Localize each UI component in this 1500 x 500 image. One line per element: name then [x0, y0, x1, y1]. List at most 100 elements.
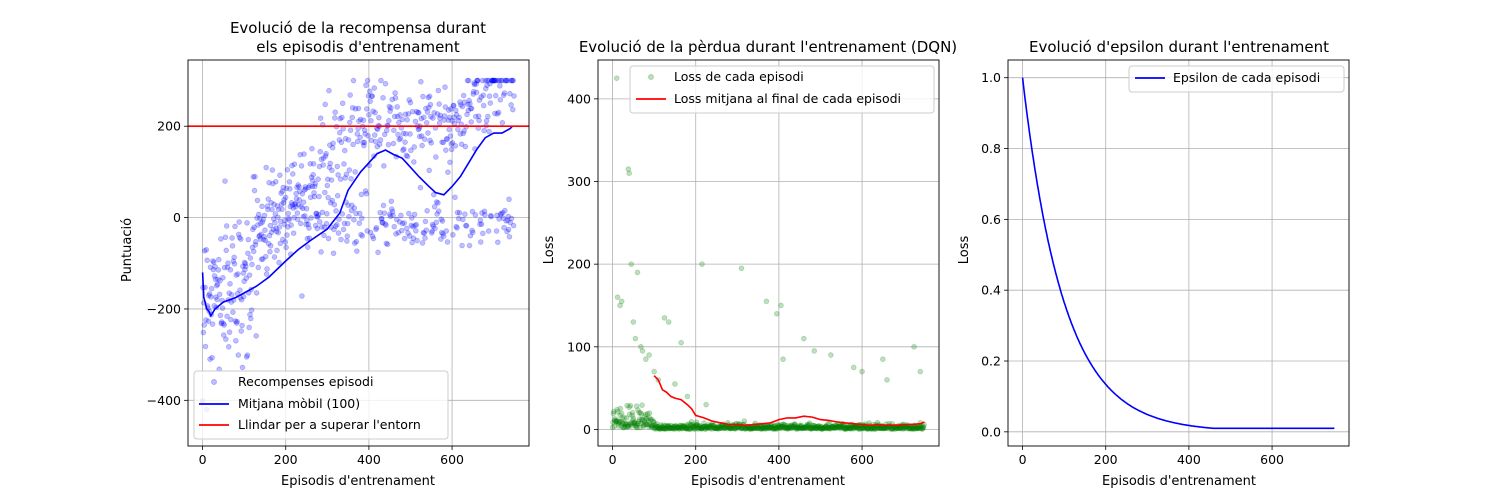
loss-scatter-point: [716, 424, 722, 431]
loss-scatter-point: [612, 418, 619, 425]
loss-x-tick-label: 400: [767, 452, 791, 467]
loss-scatter-point: [837, 423, 843, 430]
reward-scatter-point: [504, 217, 511, 224]
loss-scatter-point: [818, 423, 825, 430]
reward-scatter-point: [510, 222, 517, 229]
loss-scatter-point: [742, 426, 749, 432]
loss-scatter-point: [894, 425, 901, 432]
loss-scatter-point: [841, 426, 848, 432]
loss-scatter-point: [760, 424, 766, 430]
loss-scatter-point: [693, 421, 699, 428]
loss-scatter-point: [620, 420, 627, 427]
loss-scatter-point: [787, 423, 794, 429]
reward-scatter-point: [241, 259, 248, 266]
reward-scatter-point: [443, 147, 449, 153]
loss-scatter-point: [760, 424, 767, 430]
loss-scatter-point: [805, 424, 812, 431]
reward-scatter-point: [473, 89, 480, 96]
reward-scatter-point: [483, 118, 490, 124]
reward-scatter-point: [344, 238, 350, 244]
loss-scatter-point: [769, 426, 776, 432]
loss-scatter-point: [649, 423, 656, 429]
loss-scatter-point: [684, 425, 691, 432]
loss-scatter-point: [774, 310, 780, 317]
reward-scatter-point: [395, 131, 401, 138]
loss-scatter-point: [712, 424, 719, 431]
loss-scatter-point: [748, 425, 754, 432]
reward-scatter-point: [343, 171, 350, 178]
reward-scatter-point: [456, 114, 462, 121]
loss-scatter-point: [842, 426, 849, 432]
reward-scatter-point: [428, 230, 435, 236]
reward-scatter-point: [493, 77, 499, 84]
loss-scatter-point: [920, 424, 927, 431]
reward-scatter-point: [459, 103, 466, 110]
loss-scatter-point: [705, 422, 712, 428]
reward-scatter-point: [259, 203, 265, 210]
reward-scatter-point: [203, 247, 210, 253]
reward-scatter-point: [361, 142, 367, 149]
reward-scatter-point: [406, 233, 413, 239]
reward-scatter-point: [265, 206, 271, 213]
reward-scatter-point: [252, 173, 258, 180]
epsilon-x-tick-label: 0: [1019, 452, 1027, 467]
reward-scatter-point: [356, 118, 362, 124]
loss-scatter-point: [656, 425, 662, 432]
reward-scatter-point: [466, 242, 473, 249]
loss-scatter-point: [834, 425, 840, 431]
loss-scatter-point: [781, 425, 788, 431]
loss-scatter-point: [635, 407, 641, 413]
reward-scatter-point: [499, 120, 506, 126]
reward-scatter-point: [210, 258, 216, 264]
loss-scatter-point: [834, 423, 841, 430]
loss-scatter-point: [782, 424, 789, 431]
loss-scatter-point: [646, 352, 652, 358]
reward-scatter-point: [448, 141, 455, 147]
loss-scatter-point: [903, 425, 909, 432]
loss-scatter-point: [698, 425, 705, 432]
loss-scatter-point: [900, 426, 906, 432]
loss-scatter-point: [651, 424, 658, 431]
loss-scatter-point: [776, 422, 783, 429]
loss-scatter-point: [909, 425, 915, 432]
loss-scatter-point: [767, 424, 773, 431]
reward-scatter-point: [438, 229, 445, 236]
reward-scatter-point: [269, 167, 276, 173]
reward-scatter-point: [259, 219, 266, 225]
reward-scatter-point: [239, 364, 246, 371]
reward-scatter-point: [315, 212, 322, 218]
loss-scatter-point: [622, 420, 628, 426]
loss-scatter-point: [793, 425, 800, 432]
loss-scatter-point: [708, 424, 715, 430]
loss-scatter-point: [681, 423, 687, 430]
loss-scatter-point: [833, 423, 840, 429]
loss-scatter-point: [702, 426, 708, 432]
loss-scatter-point: [659, 423, 665, 430]
loss-scatter-point: [638, 411, 645, 417]
reward-scatter-point: [287, 203, 294, 210]
loss-scatter-point: [702, 423, 709, 429]
loss-scatter-point: [660, 422, 667, 428]
loss-scatter-point: [637, 410, 644, 416]
loss-scatter-point: [686, 426, 693, 432]
reward-scatter-point: [263, 164, 269, 171]
loss-scatter-point: [614, 294, 621, 301]
loss-scatter-point: [786, 423, 793, 429]
loss-scatter-point: [625, 421, 632, 428]
reward-scatter-point: [282, 217, 288, 224]
loss-scatter-point: [731, 425, 738, 432]
loss-scatter-point: [651, 368, 657, 375]
loss-scatter-point: [766, 425, 773, 432]
reward-legend-frame: [193, 370, 449, 440]
reward-scatter-point: [234, 318, 240, 325]
reward-scatter-point: [494, 111, 501, 117]
loss-scatter-point: [746, 426, 753, 432]
loss-scatter-point: [726, 425, 733, 431]
reward-scatter-point: [313, 210, 319, 217]
loss-scatter-point: [642, 421, 649, 427]
reward-scatter-point: [509, 77, 515, 84]
loss-scatter-point: [803, 424, 810, 430]
epsilon-plot-area: 0 200 400 600 0.0 0.2 0.4 0.6 0.8 1.0: [981, 59, 1350, 467]
reward-scatter-point: [440, 230, 446, 237]
reward-scatter-point: [381, 131, 388, 138]
